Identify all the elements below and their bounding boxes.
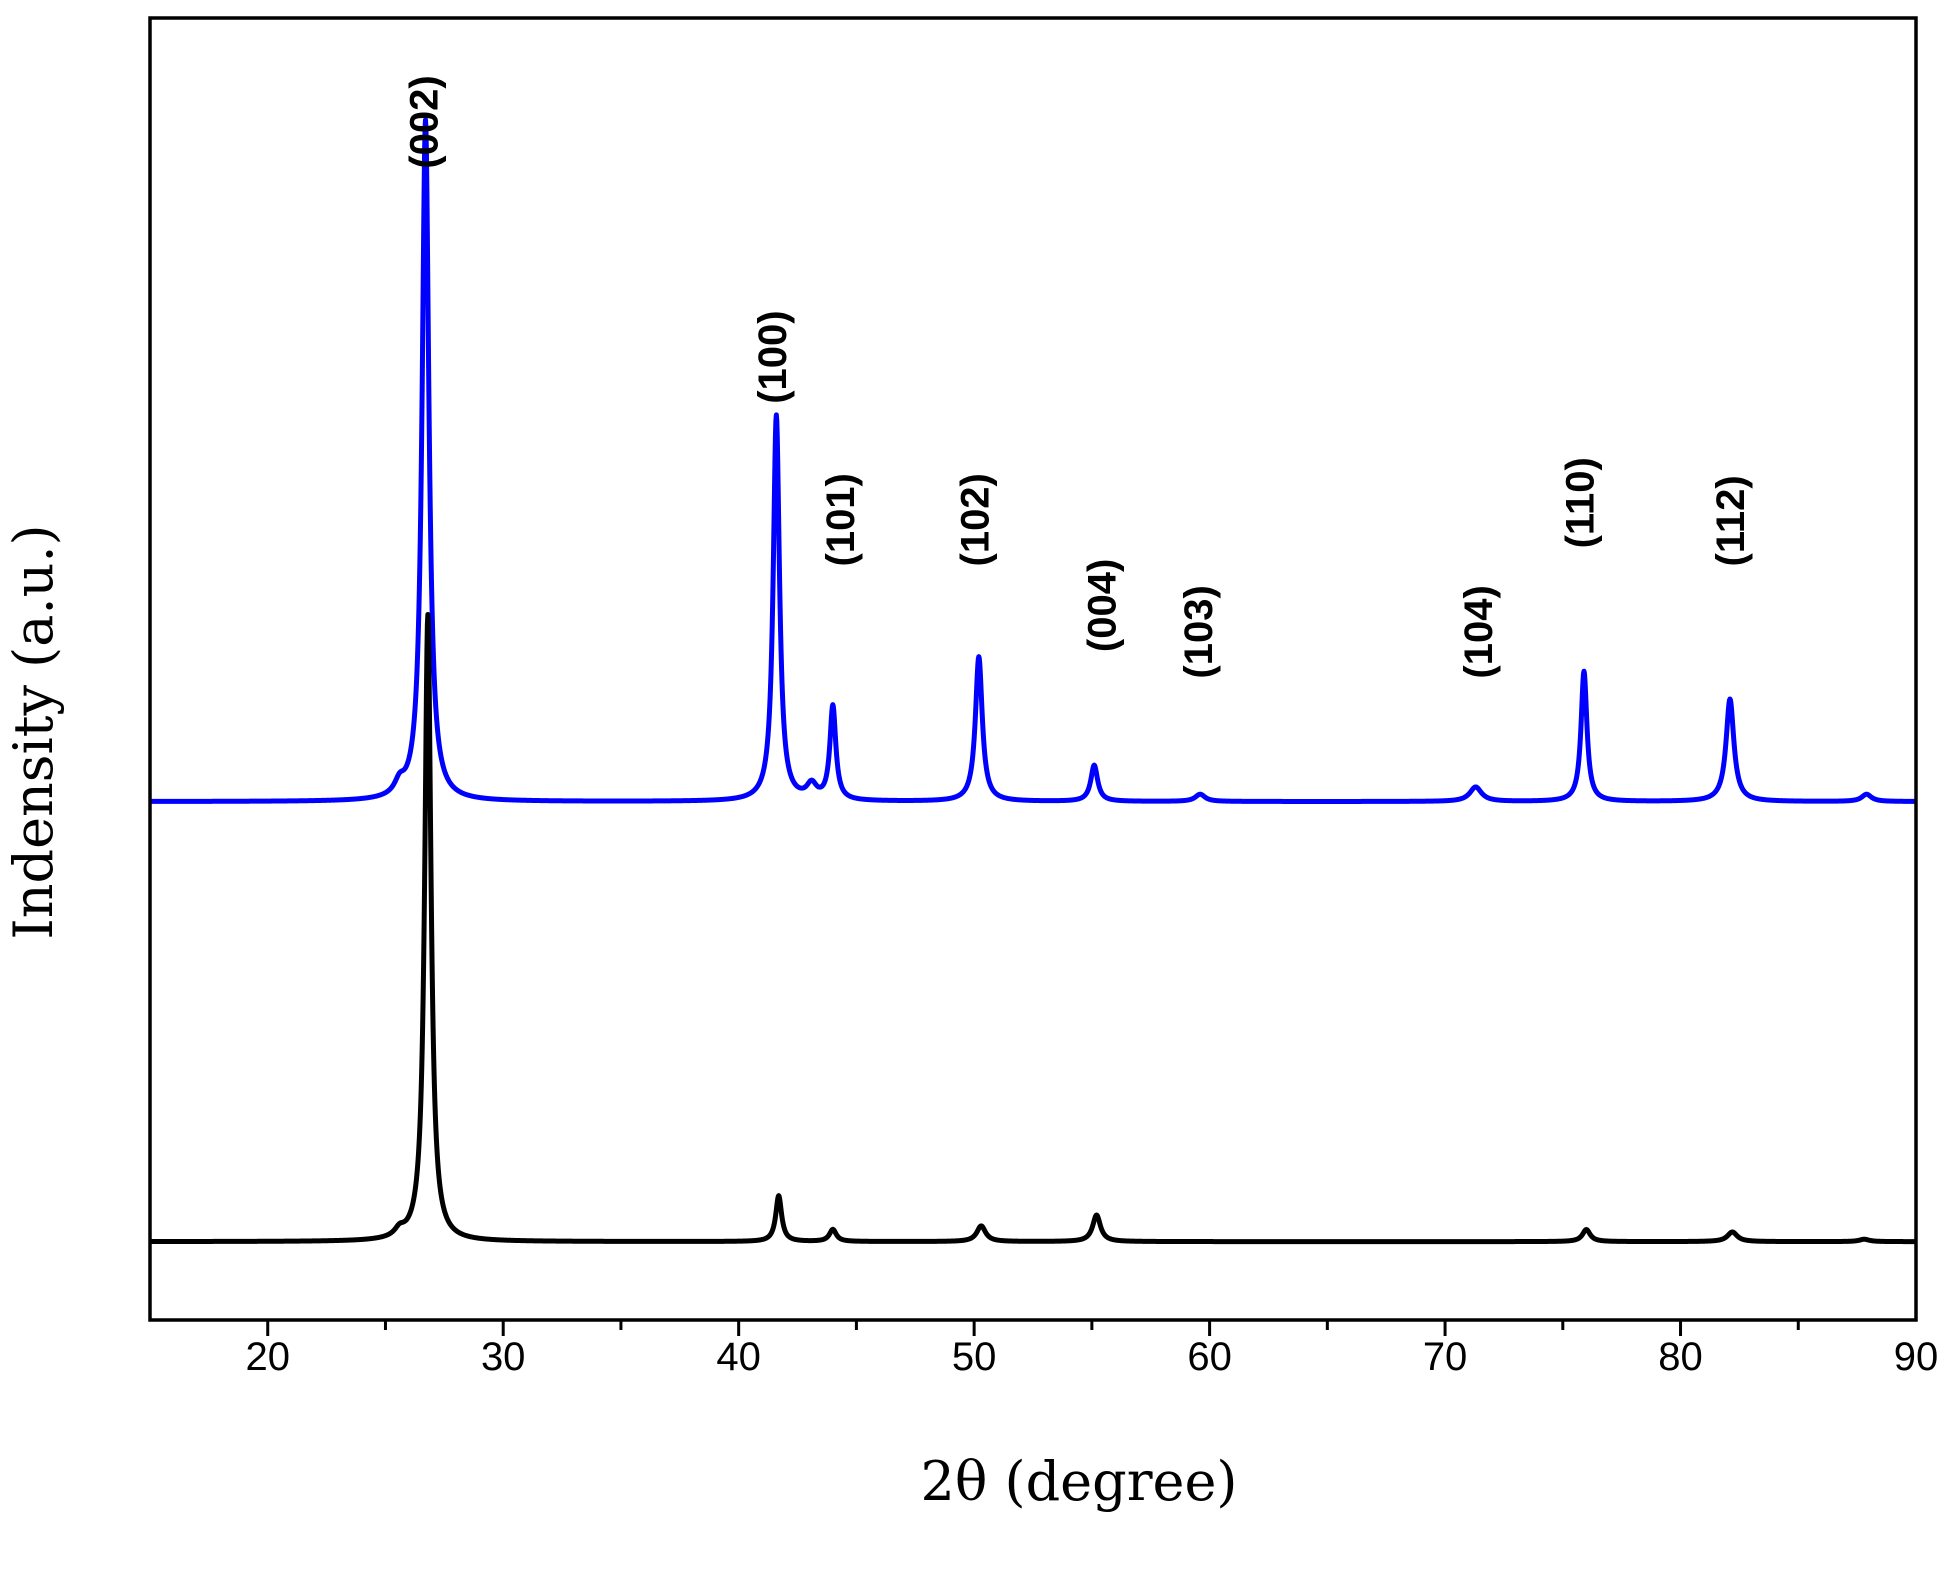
peak-label-3: (101)	[819, 473, 863, 566]
x-tick-label-20: 20	[245, 1335, 290, 1379]
peak-label-4: (102)	[953, 473, 997, 566]
series-line-1	[147, 117, 1919, 804]
x-axis-ticks: 20 30 40 50 60 70 80 90	[245, 1320, 1938, 1379]
y-axis-title: Indensity (a.u.)	[2, 524, 65, 939]
series-layer	[147, 117, 1919, 1245]
x-tick-label-70: 70	[1423, 1335, 1468, 1379]
x-tick-label-90: 90	[1894, 1335, 1939, 1379]
x-axis-title: 2θ (degree)	[921, 1450, 1238, 1513]
peak-annotations: (002) (100) (101) (102) (004) (103) (104) (110)…	[402, 75, 1753, 678]
peak-label-8: (110)	[1558, 457, 1602, 548]
series-line-2	[147, 611, 1919, 1245]
peak-label-9: (112)	[1709, 475, 1753, 566]
x-tick-label-50: 50	[952, 1335, 997, 1379]
x-tick-label-80: 80	[1658, 1335, 1703, 1379]
x-tick-label-60: 60	[1187, 1335, 1232, 1379]
peak-label-2: (100)	[751, 310, 795, 403]
peak-label-6: (103)	[1177, 585, 1221, 678]
peak-label-7: (104)	[1457, 585, 1501, 678]
x-tick-label-30: 30	[481, 1335, 526, 1379]
plot-frame	[148, 16, 1918, 1322]
x-tick-label-40: 40	[716, 1335, 761, 1379]
peak-label-1: (002)	[402, 75, 446, 168]
peak-label-5: (004)	[1080, 559, 1124, 652]
